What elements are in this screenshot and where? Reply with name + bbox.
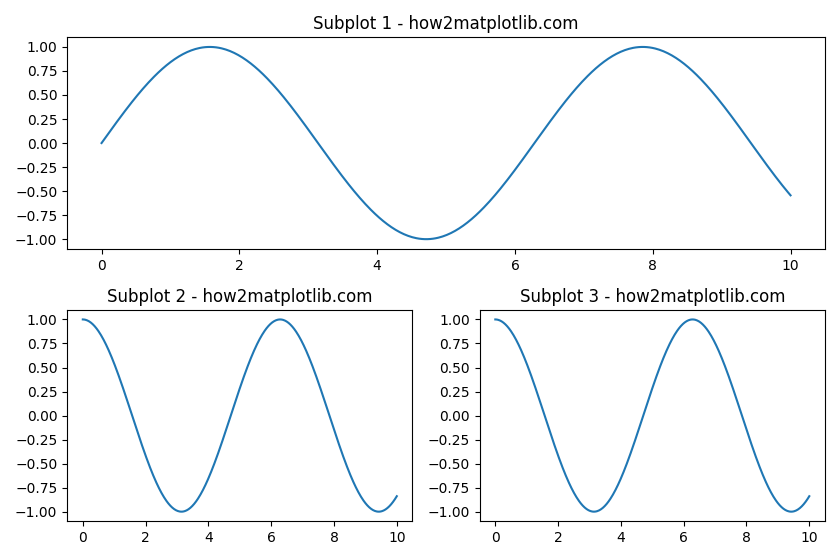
Title: Subplot 1 - how2matplotlib.com: Subplot 1 - how2matplotlib.com bbox=[313, 15, 579, 33]
Title: Subplot 2 - how2matplotlib.com: Subplot 2 - how2matplotlib.com bbox=[107, 287, 373, 306]
Title: Subplot 3 - how2matplotlib.com: Subplot 3 - how2matplotlib.com bbox=[520, 287, 785, 306]
